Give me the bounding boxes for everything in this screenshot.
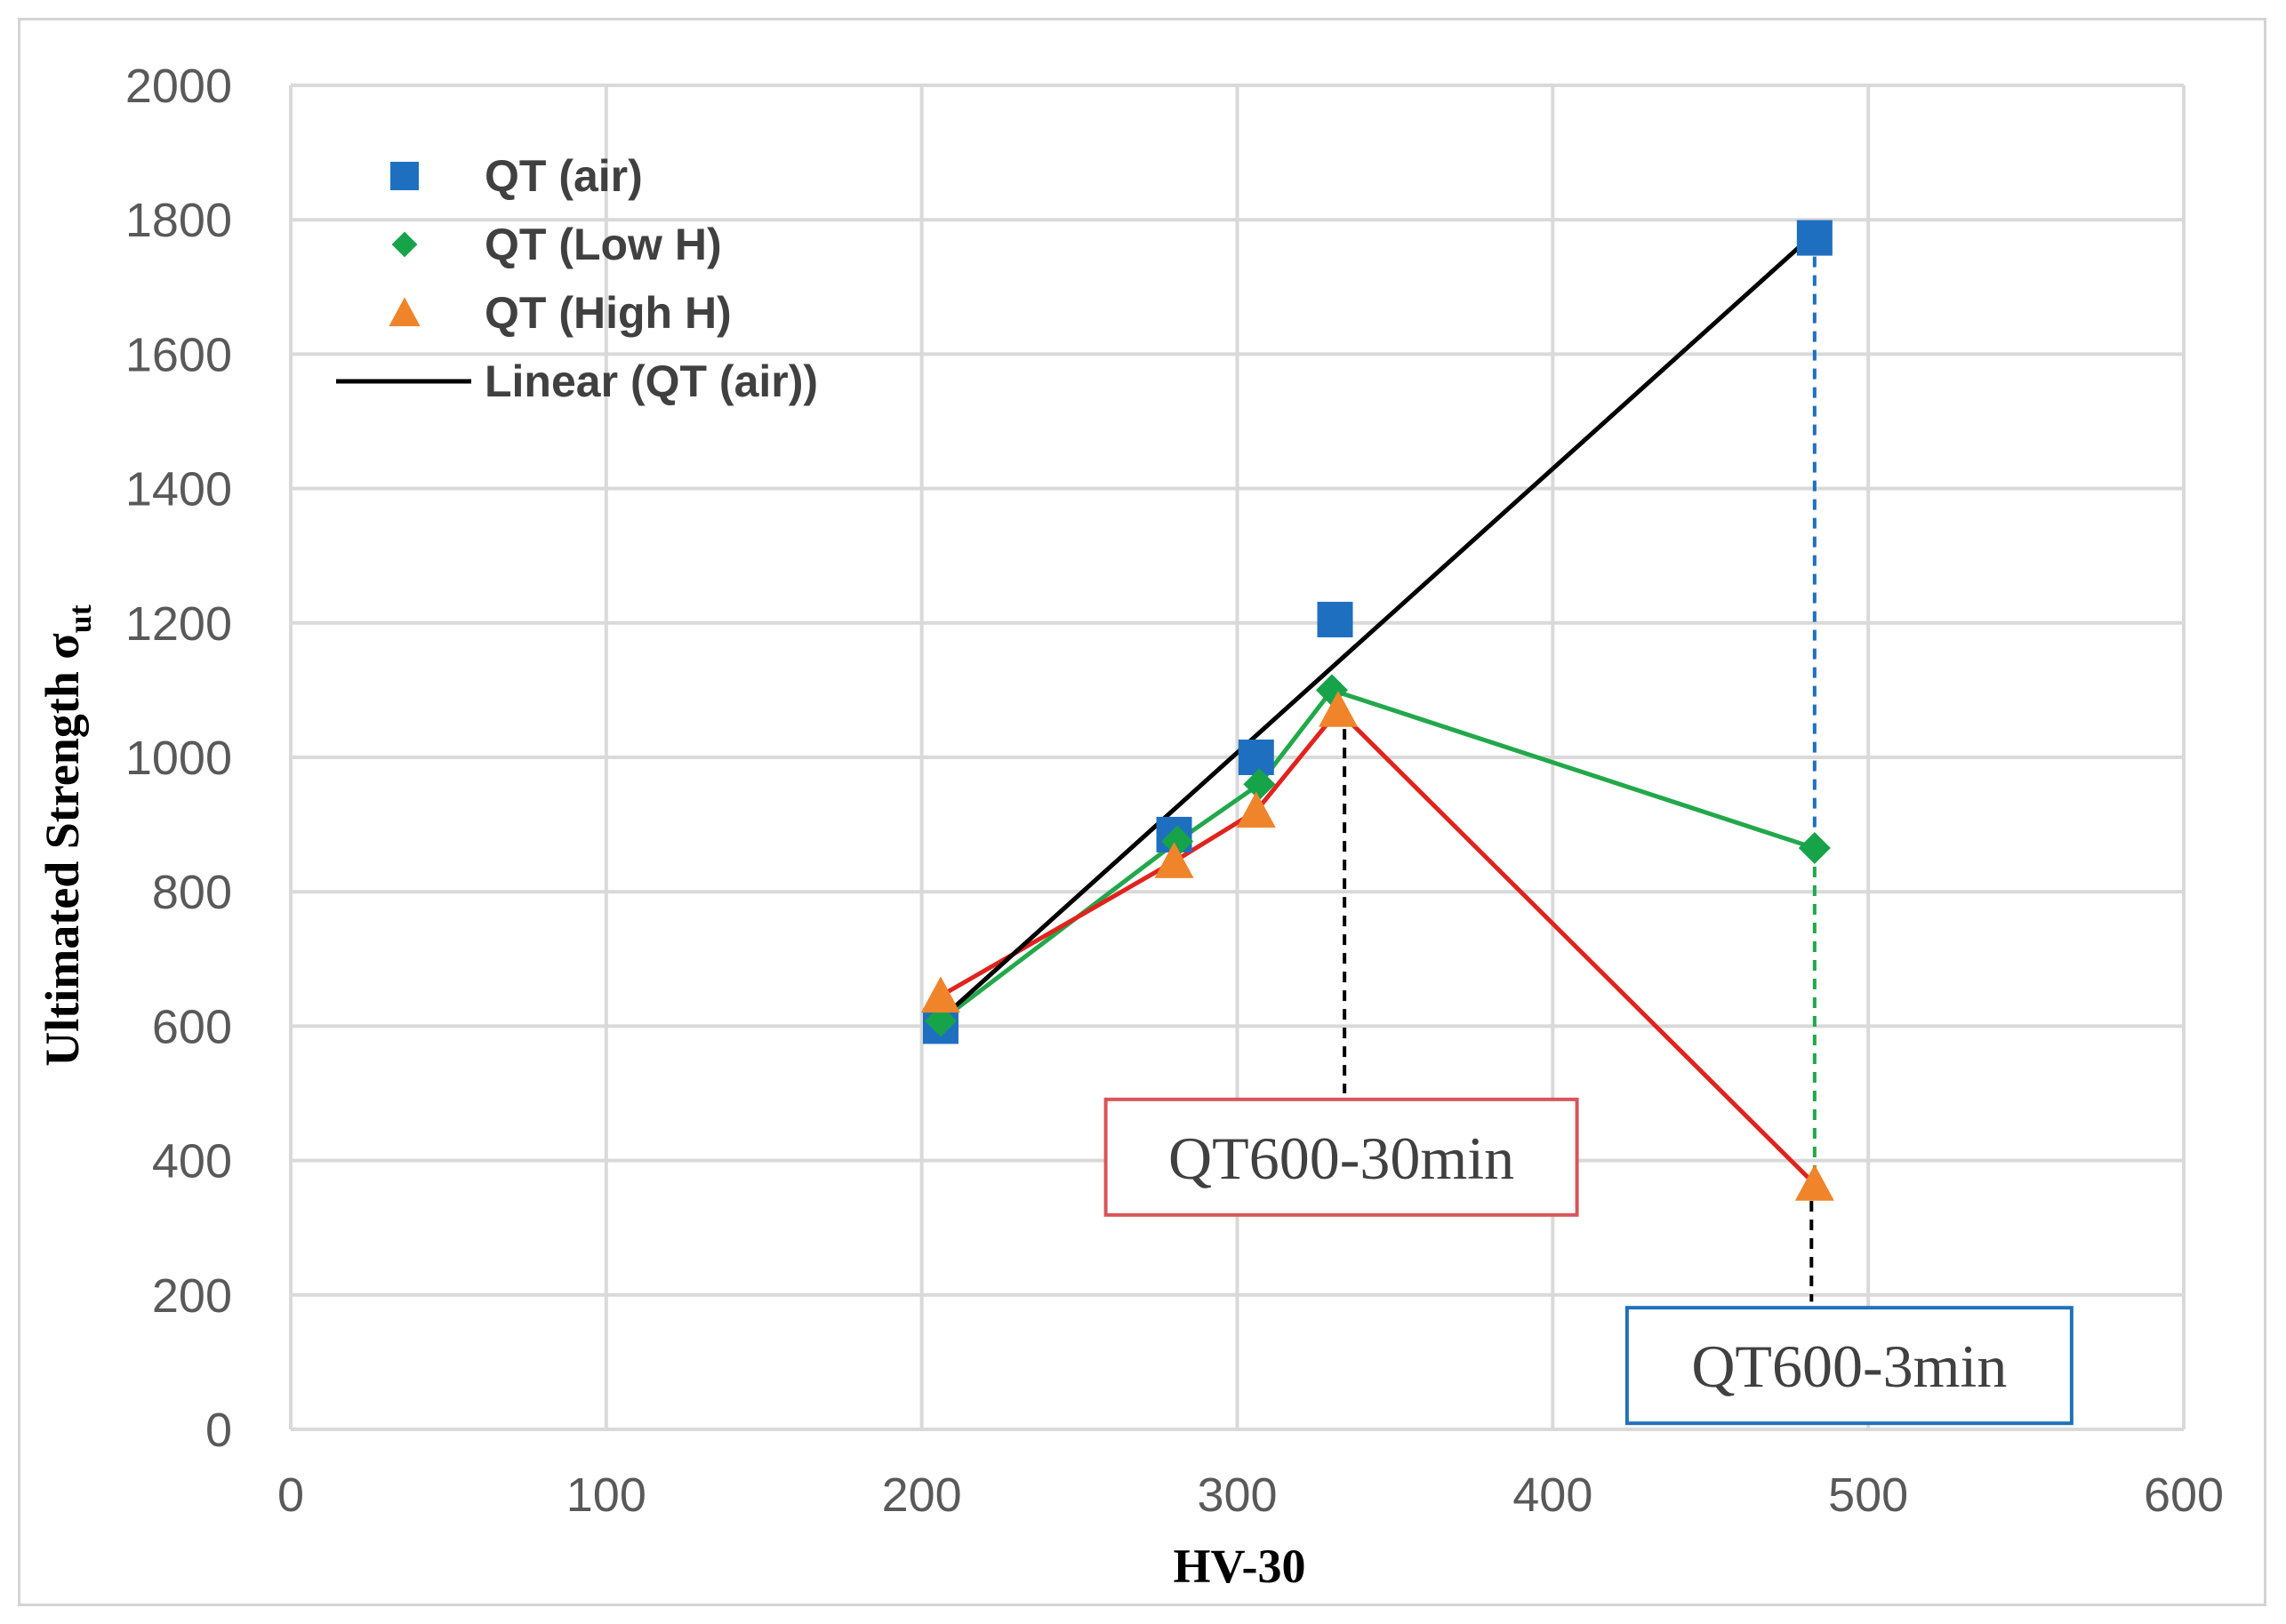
x-tick-label-0: 0 [277, 1468, 304, 1522]
x-tick-label-600: 600 [2144, 1468, 2224, 1522]
point-qt-low-h-2 [1243, 768, 1276, 801]
guide-lines [1343, 237, 1817, 1302]
y-tick-label-1200: 1200 [125, 597, 232, 651]
x-tick-label-100: 100 [566, 1468, 646, 1522]
y-tick-label-200: 200 [152, 1269, 232, 1323]
trendline-linear-qt-air [939, 231, 1817, 1021]
x-tick-label-500: 500 [1828, 1468, 1908, 1522]
annotation-box-0 [1103, 1097, 1579, 1217]
legend-marker-qt-low-h [391, 231, 418, 258]
y-tick-label-400: 400 [152, 1135, 232, 1188]
annotations: QT600-30min QT600-3min [1103, 1097, 2073, 1426]
x-tick-label-300: 300 [1197, 1468, 1277, 1522]
x-tick-label-400: 400 [1512, 1468, 1592, 1522]
y-axis-title-main: Ultimated Strength σ [36, 633, 89, 1067]
point-qt-low-h-4 [1798, 832, 1831, 865]
y-tick-label-1400: 1400 [125, 463, 232, 516]
point-qt-high-h-1 [1154, 842, 1194, 878]
x-axis-title: HV-30 [1174, 1540, 1306, 1593]
point-qt-high-h-4 [1794, 1164, 1834, 1201]
point-qt-air-2 [1238, 740, 1274, 775]
y-axis-title: Ultimated Strength σut [36, 604, 98, 1066]
y-tick-label-800: 800 [152, 866, 232, 919]
gridlines [289, 84, 2186, 1431]
legend-label-qt-air: QT (air) [485, 151, 643, 201]
point-qt-high-h-2 [1236, 791, 1276, 828]
data-markers [920, 220, 1834, 1201]
y-tick-label-600: 600 [152, 1000, 232, 1053]
axes: 0 100 200 300 400 500 600 0 200 400 600 800 1000 1200… [125, 60, 2224, 1522]
legend-marker-qt-air [390, 162, 419, 190]
annotation-box-1 [1624, 1306, 2073, 1426]
point-qt-high-h-0 [920, 976, 960, 1013]
legend: QT (air) QT (Low H) QT (High H) Linear (QT … [336, 151, 818, 406]
series-line-qt-low-h [939, 687, 1816, 1023]
y-tick-label-1000: 1000 [125, 732, 232, 785]
y-tick-label-1800: 1800 [125, 194, 232, 247]
trendline [939, 231, 1817, 1021]
y-tick-label-2000: 2000 [125, 60, 232, 113]
annotation-label-0: QT600-30min [1168, 1124, 1514, 1192]
point-qt-low-h-0 [924, 1004, 957, 1037]
point-qt-air-4 [1796, 220, 1833, 256]
legend-label-linear-qt-air: Linear (QT (air)) [485, 356, 818, 406]
point-qt-low-h-1 [1161, 825, 1194, 858]
y-axis-title-subscript: ut [62, 604, 98, 633]
legend-marker-qt-high-h [389, 297, 421, 326]
y-tick-label-1600: 1600 [125, 328, 232, 381]
x-tick-label-200: 200 [882, 1468, 962, 1522]
legend-label-qt-low-h: QT (Low H) [485, 220, 722, 269]
annotation-label-1: QT600-3min [1691, 1332, 2007, 1400]
y-tick-label-0: 0 [205, 1404, 232, 1457]
point-qt-air-3 [1317, 602, 1353, 638]
legend-label-qt-high-h: QT (High H) [485, 288, 732, 338]
point-qt-high-h-3 [1319, 691, 1359, 727]
